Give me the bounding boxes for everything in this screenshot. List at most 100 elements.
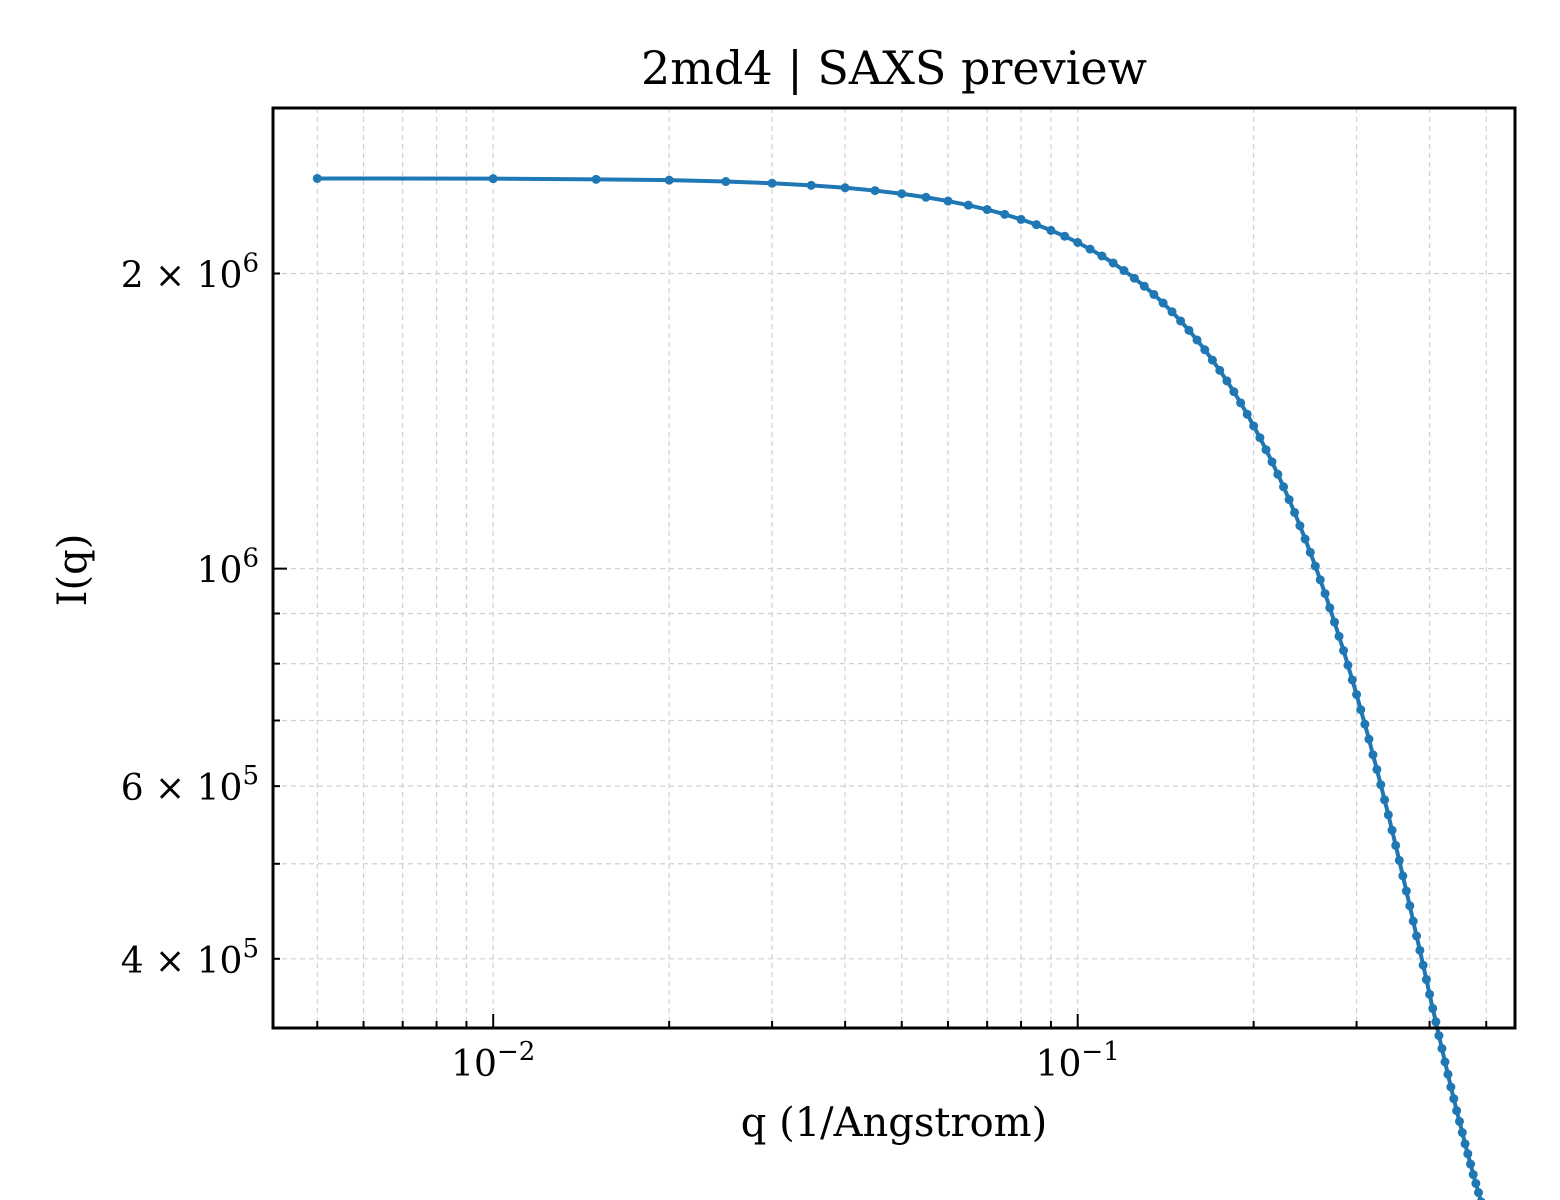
data-point <box>1273 469 1283 479</box>
data-point <box>1085 244 1095 254</box>
data-point <box>1284 495 1294 505</box>
data-point <box>1097 251 1107 261</box>
data-point <box>1129 273 1139 283</box>
data-point <box>1192 335 1202 345</box>
data-point <box>1060 231 1070 241</box>
data-point <box>1352 690 1362 700</box>
data-point <box>1412 931 1422 941</box>
data-point <box>1372 764 1382 774</box>
data-point <box>1300 534 1310 544</box>
data-point <box>1356 705 1366 715</box>
data-point <box>1394 855 1404 865</box>
data-point <box>1398 871 1408 881</box>
data-point <box>591 174 601 184</box>
data-point <box>1368 750 1378 760</box>
data-point <box>1046 225 1056 235</box>
data-point <box>767 178 777 188</box>
data-point <box>1320 589 1330 599</box>
data-point <box>982 205 992 215</box>
data-point <box>1242 409 1252 419</box>
data-point <box>1290 507 1300 517</box>
series-layer <box>312 173 1486 1200</box>
data-point <box>1471 1178 1481 1188</box>
y-tick-label: 106 <box>197 544 259 592</box>
data-point <box>1310 561 1320 571</box>
chart-title: 2md4 | SAXS preview <box>641 41 1147 95</box>
data-point <box>1334 631 1344 641</box>
series-line <box>317 176 1483 1200</box>
data-point <box>1421 975 1431 985</box>
data-point <box>1360 719 1370 729</box>
x-axis-label: q (1/Angstrom) <box>741 1100 1047 1146</box>
data-point <box>1261 445 1271 455</box>
data-point <box>1380 795 1390 805</box>
data-point <box>1229 387 1239 397</box>
data-point <box>1443 1069 1453 1079</box>
data-point <box>1408 916 1418 926</box>
data-point <box>1139 281 1149 291</box>
data-point <box>1215 365 1225 375</box>
data-point <box>921 192 931 202</box>
data-point <box>1222 376 1232 386</box>
data-point <box>963 200 973 210</box>
data-point <box>1463 1149 1473 1159</box>
data-point <box>897 189 907 199</box>
data-point <box>1449 1094 1459 1104</box>
grid <box>273 108 1515 1028</box>
data-point <box>664 175 674 185</box>
data-point <box>1440 1057 1450 1067</box>
data-point <box>1376 780 1386 790</box>
data-point <box>1364 734 1374 744</box>
data-point <box>1200 345 1210 355</box>
y-tick-label: 6 × 105 <box>121 761 259 809</box>
data-point <box>1387 825 1397 835</box>
data-point <box>1207 355 1217 365</box>
data-point <box>312 173 322 183</box>
data-point <box>1466 1159 1476 1169</box>
data-point <box>1405 901 1415 911</box>
data-point <box>1339 646 1349 656</box>
data-point <box>1418 960 1428 970</box>
data-point <box>1329 617 1339 627</box>
data-point <box>1431 1017 1441 1027</box>
data-point <box>1434 1031 1444 1041</box>
data-point <box>1457 1128 1467 1138</box>
data-point <box>1325 603 1335 613</box>
data-point <box>1446 1082 1456 1092</box>
data-point <box>1108 258 1118 268</box>
data-point <box>1031 220 1041 230</box>
y-axis-label: I(q) <box>50 534 96 607</box>
x-tick-label: 10−1 <box>1036 1037 1120 1085</box>
data-point <box>1279 482 1289 492</box>
data-point <box>1474 1188 1484 1198</box>
data-point <box>1347 675 1357 685</box>
data-point <box>721 177 731 187</box>
data-point <box>943 196 953 206</box>
data-point <box>1428 1003 1438 1013</box>
data-point <box>1073 237 1083 247</box>
data-point <box>1255 433 1265 443</box>
data-point <box>1158 298 1168 308</box>
y-tick-label: 4 × 105 <box>121 934 259 982</box>
data-point <box>1452 1106 1462 1116</box>
data-point <box>1477 1197 1486 1200</box>
data-point <box>1176 316 1186 326</box>
data-point <box>1425 989 1435 999</box>
data-point <box>1415 945 1425 955</box>
data-point <box>806 180 816 190</box>
data-point <box>870 186 880 196</box>
data-point <box>1437 1044 1447 1054</box>
data-point <box>1167 307 1177 317</box>
data-point <box>1383 810 1393 820</box>
x-tick-label: 10−2 <box>451 1037 535 1085</box>
data-point <box>1267 457 1277 467</box>
data-point <box>1249 421 1259 431</box>
data-point <box>488 174 498 184</box>
data-point <box>1184 325 1194 335</box>
data-point <box>1305 547 1315 557</box>
data-point <box>1016 214 1026 224</box>
data-point <box>1295 521 1305 531</box>
ticks: 10−2 10−1 4 × 105 6 × 105 106 2 × 106 <box>121 248 1488 1085</box>
